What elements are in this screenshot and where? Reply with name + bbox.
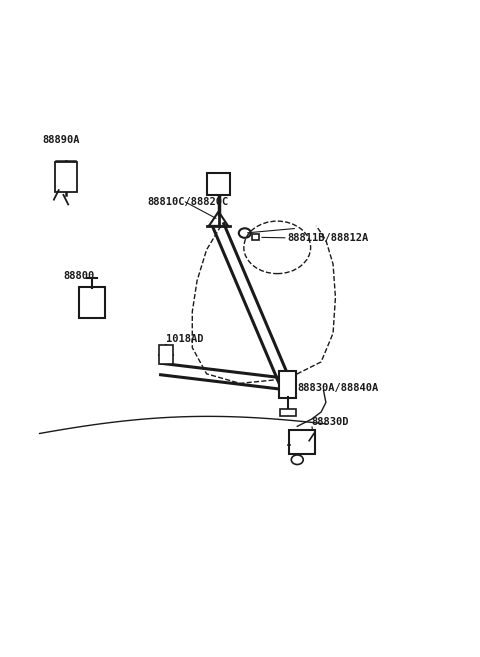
FancyBboxPatch shape xyxy=(55,162,77,192)
FancyBboxPatch shape xyxy=(288,430,315,454)
FancyBboxPatch shape xyxy=(280,409,296,416)
Text: 1018AD: 1018AD xyxy=(166,334,204,344)
Text: 88810C/88820C: 88810C/88820C xyxy=(147,197,228,207)
FancyBboxPatch shape xyxy=(79,286,106,318)
Text: 88830A/88840A: 88830A/88840A xyxy=(297,383,379,393)
Text: 88830D: 88830D xyxy=(312,417,349,426)
Text: 88890A: 88890A xyxy=(42,135,80,145)
FancyBboxPatch shape xyxy=(159,345,173,364)
Text: 88811B/88812A: 88811B/88812A xyxy=(288,233,369,243)
Text: 88800: 88800 xyxy=(63,271,95,281)
FancyBboxPatch shape xyxy=(252,235,259,240)
FancyBboxPatch shape xyxy=(206,173,230,195)
FancyBboxPatch shape xyxy=(279,371,296,398)
